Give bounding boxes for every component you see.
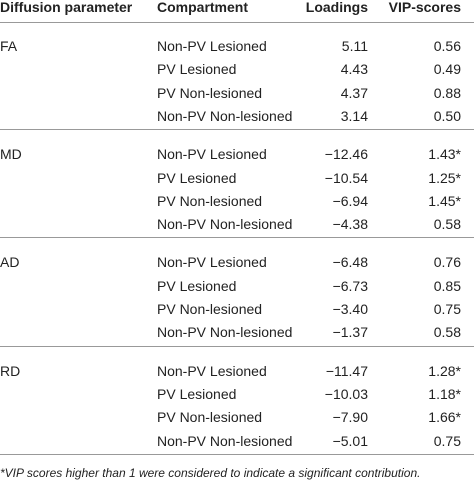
vip-cell: 0.76 — [433, 254, 461, 271]
parameter-cell: AD — [0, 254, 20, 271]
compartment-cell: PV Non-lesioned — [157, 301, 263, 317]
loading-cell: 3.14 — [340, 107, 368, 124]
loading-cell: −11.47 — [325, 362, 368, 379]
loading-cell: −10.54 — [324, 169, 368, 186]
loading-cell: −6.94 — [332, 192, 368, 209]
parameter-cell: FA — [0, 38, 18, 54]
vip-cell: 0.75 — [433, 432, 461, 449]
vip-cell: 0.75 — [433, 301, 461, 317]
vip-cell: 1.28* — [428, 362, 461, 379]
vip-cell: 1.18* — [428, 385, 461, 402]
footnote: *VIP scores higher than 1 were considere… — [0, 466, 421, 480]
vip-cell: 0.49 — [433, 61, 461, 78]
parameter-cell: MD — [0, 146, 22, 163]
compartment-cell: Non-PV Non-lesioned — [157, 324, 293, 341]
loading-cell: −6.73 — [332, 277, 368, 294]
loading-cell: −5.01 — [332, 432, 368, 449]
compartment-cell: Non-PV Lesioned — [157, 146, 267, 163]
compartment-cell: PV Lesioned — [157, 385, 237, 402]
compartment-cell: Non-PV Non-lesioned — [157, 432, 293, 449]
loading-cell: −12.46 — [324, 146, 368, 163]
header-cell: Loadings — [305, 0, 368, 15]
compartment-cell: PV Non-lesioned — [157, 192, 263, 209]
header-cell: Compartment — [157, 0, 249, 15]
loading-cell: −4.38 — [332, 216, 368, 233]
group-rule — [0, 345, 474, 347]
vip-cell: 0.85 — [433, 277, 461, 294]
loading-cell: 5.11 — [341, 38, 368, 54]
compartment-cell: PV Non-lesioned — [157, 409, 263, 426]
compartment-cell: Non-PV Lesioned — [157, 38, 267, 54]
compartment-cell: Non-PV Non-lesioned — [157, 107, 293, 124]
vip-cell: 1.45* — [428, 192, 461, 209]
group-rule — [0, 129, 474, 131]
loading-cell: 4.43 — [340, 61, 368, 78]
vip-cell: 1.43* — [428, 146, 461, 163]
compartment-cell: PV Lesioned — [157, 169, 237, 186]
compartment-cell: Non-PV Lesioned — [157, 362, 267, 379]
vip-cell: 0.88 — [433, 84, 461, 101]
loading-cell: −7.90 — [332, 409, 368, 426]
compartment-cell: PV Lesioned — [157, 61, 237, 78]
header-rule — [0, 22, 474, 23]
loading-cell: 4.37 — [340, 84, 368, 101]
header-cell: VIP-scores — [388, 0, 461, 15]
parameter-cell: RD — [0, 362, 21, 379]
vip-cell: 0.58 — [433, 324, 461, 341]
loading-cell: −1.37 — [332, 324, 368, 341]
loading-cell: −3.40 — [332, 301, 368, 317]
group-rule — [0, 453, 474, 455]
vip-cell: 0.58 — [433, 216, 461, 233]
compartment-cell: PV Non-lesioned — [157, 84, 263, 101]
vip-cell: 1.66* — [428, 409, 461, 426]
group-rule — [0, 237, 474, 239]
header-cell: Diffusion parameter — [0, 0, 133, 15]
compartment-cell: Non-PV Lesioned — [157, 254, 267, 271]
compartment-cell: PV Lesioned — [157, 277, 237, 294]
compartment-cell: Non-PV Non-lesioned — [157, 216, 293, 233]
vip-cell: 0.50 — [433, 107, 461, 124]
loading-cell: −6.48 — [332, 254, 368, 271]
vip-cell: 1.25* — [428, 169, 461, 186]
vip-cell: 0.56 — [433, 38, 461, 54]
loading-cell: −10.03 — [324, 385, 368, 402]
